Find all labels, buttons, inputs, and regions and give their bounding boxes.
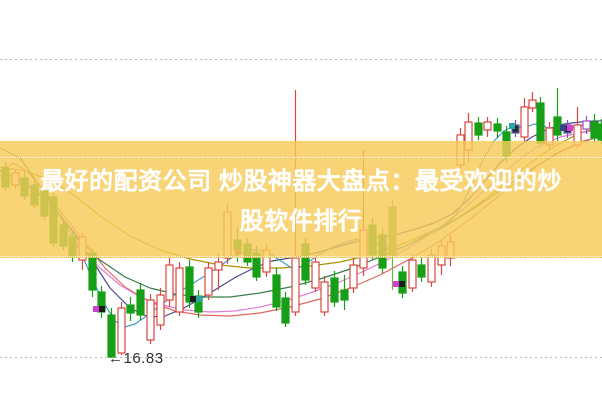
article-title-line1: 最好的配资公司 炒股神器大盘点：最受欢迎的炒 [40, 168, 562, 195]
article-title-line2: 股软件排行 [239, 208, 363, 235]
low-price-annotation: ←16.83 [108, 350, 164, 367]
title-banner: 最好的配资公司 炒股神器大盘点：最受欢迎的炒 股软件排行 [0, 141, 602, 258]
